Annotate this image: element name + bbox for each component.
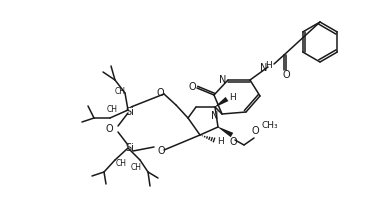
Text: CH: CH [106, 105, 117, 115]
Polygon shape [218, 127, 233, 137]
Text: H: H [217, 138, 223, 146]
Text: CH₃: CH₃ [262, 122, 278, 130]
Text: CH: CH [130, 163, 141, 171]
Text: N: N [211, 111, 218, 121]
Text: O: O [156, 88, 164, 98]
Text: CH: CH [116, 158, 127, 168]
Text: N: N [219, 75, 227, 85]
Text: H: H [266, 61, 272, 71]
Text: O: O [157, 146, 165, 156]
Text: Si: Si [125, 107, 135, 117]
Text: O: O [105, 124, 113, 134]
Text: O: O [251, 126, 259, 136]
Text: N: N [260, 63, 268, 73]
Text: O: O [229, 137, 237, 147]
Polygon shape [215, 97, 228, 107]
Text: Si: Si [125, 143, 135, 153]
Text: H: H [230, 92, 236, 102]
Text: CH: CH [114, 87, 125, 95]
Text: O: O [188, 82, 196, 92]
Text: O: O [282, 70, 290, 80]
